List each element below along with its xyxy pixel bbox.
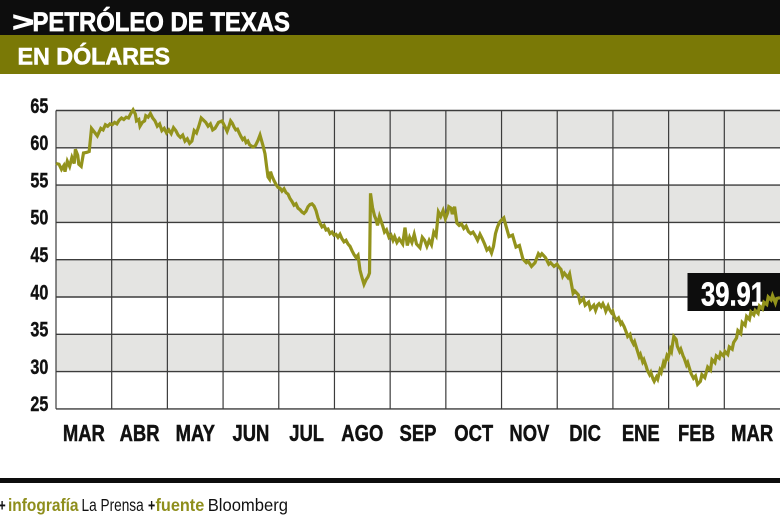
svg-text:infografía: infografía	[8, 495, 79, 515]
svg-text:45: 45	[30, 244, 48, 268]
svg-text:+: +	[0, 497, 6, 515]
svg-text:60: 60	[30, 132, 48, 156]
svg-text:>: >	[12, 7, 34, 37]
svg-text:MAR: MAR	[731, 421, 773, 447]
svg-text:40: 40	[30, 281, 48, 305]
svg-text:25: 25	[30, 393, 48, 417]
svg-text:39.91: 39.91	[701, 276, 765, 313]
svg-text:30: 30	[30, 356, 48, 380]
svg-text:MAY: MAY	[176, 421, 215, 447]
svg-text:EN DÓLARES: EN DÓLARES	[18, 42, 171, 70]
svg-text:OCT: OCT	[454, 421, 493, 447]
svg-text:35: 35	[30, 318, 48, 342]
svg-text:JUL: JUL	[289, 421, 324, 447]
svg-text:PETRÓLEO DE TEXAS: PETRÓLEO DE TEXAS	[33, 6, 290, 38]
svg-text:ENE: ENE	[622, 421, 660, 447]
svg-text:ABR: ABR	[120, 421, 160, 447]
svg-text:AGO: AGO	[341, 421, 383, 447]
svg-text:DIC: DIC	[569, 421, 601, 447]
svg-text:55: 55	[30, 169, 48, 193]
svg-text:50: 50	[30, 207, 48, 231]
svg-text:Bloomberg: Bloomberg	[208, 496, 288, 515]
svg-text:fuente: fuente	[156, 495, 205, 515]
svg-text:La Prensa: La Prensa	[82, 497, 144, 516]
svg-text:SEP: SEP	[400, 421, 437, 447]
svg-text:NOV: NOV	[509, 421, 549, 447]
svg-text:JUN: JUN	[232, 421, 269, 447]
svg-text:+: +	[148, 497, 155, 515]
svg-text:65: 65	[30, 95, 48, 119]
svg-text:FEB: FEB	[678, 421, 715, 447]
svg-text:MAR: MAR	[63, 421, 105, 447]
